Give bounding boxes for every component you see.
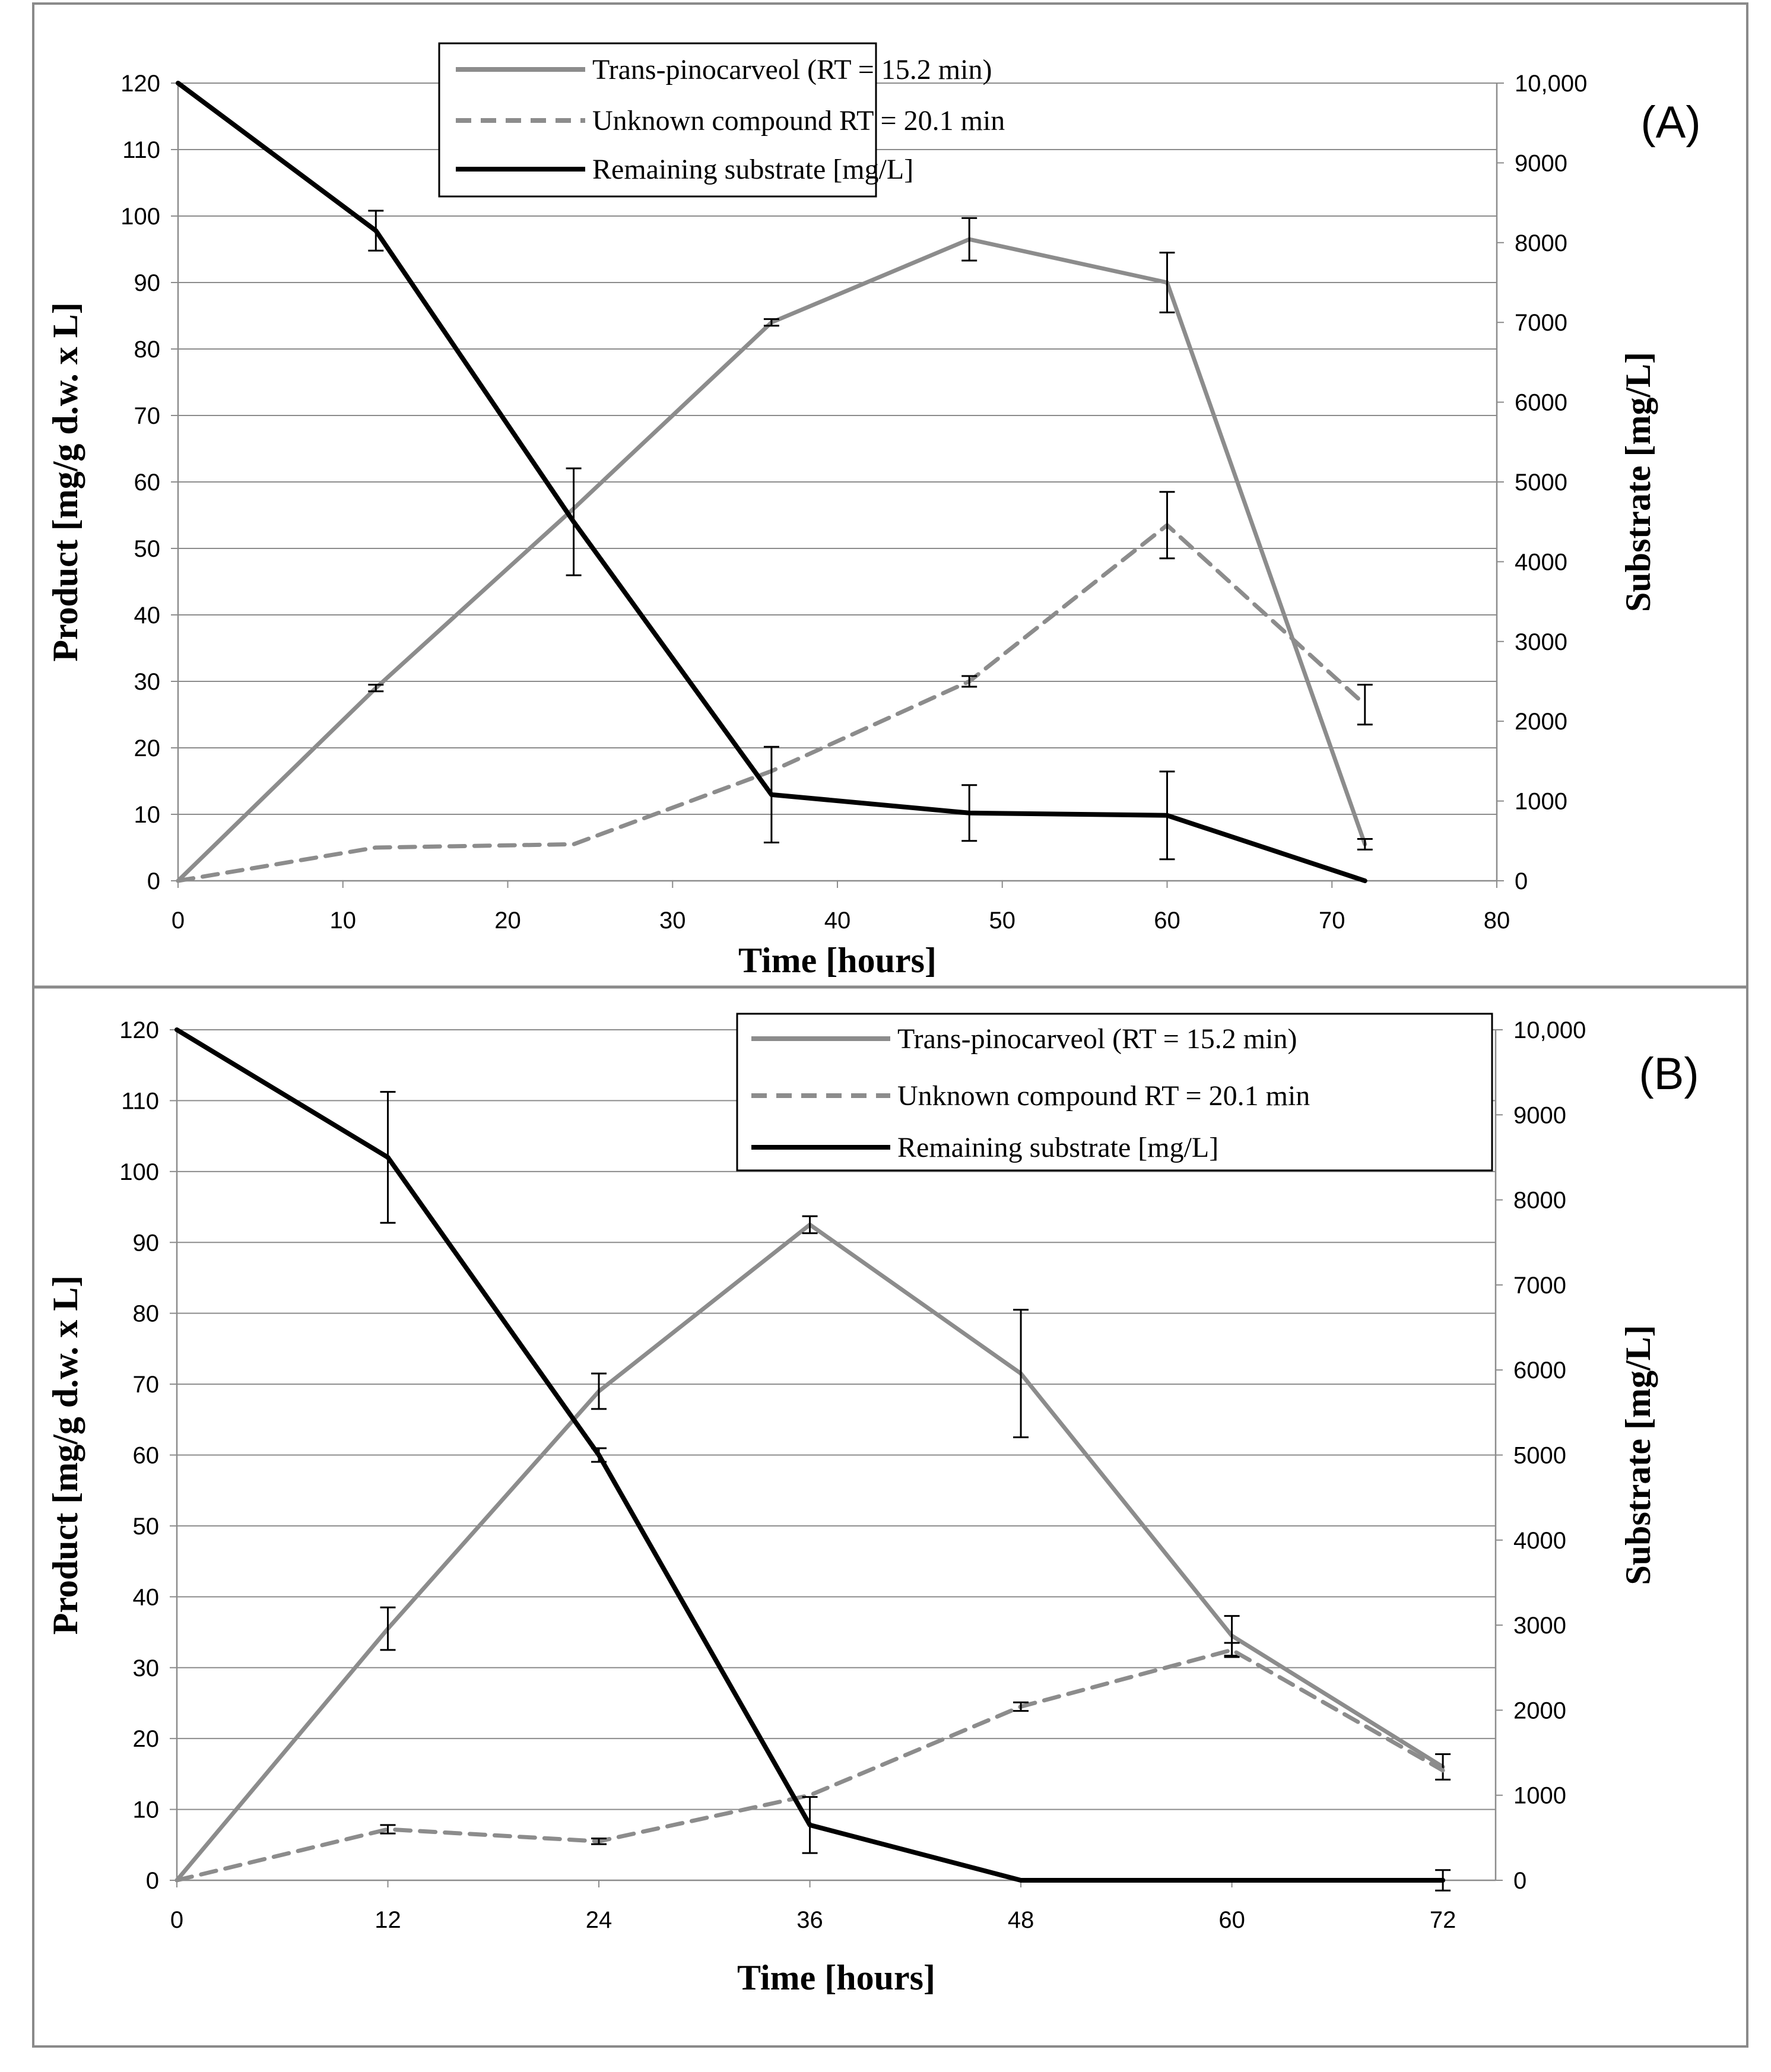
x-tick-label: 20 (494, 908, 521, 934)
y-tick-label: 50 (134, 536, 161, 562)
x-tick-label: 0 (172, 908, 185, 934)
x-tick-label: 70 (1319, 908, 1345, 934)
y-tick-label: 110 (122, 137, 160, 163)
y2-tick-label: 5000 (1515, 469, 1567, 496)
y-tick-label: 60 (134, 469, 161, 496)
y2-tick-label: 6000 (1513, 1357, 1566, 1384)
y-tick-label: 70 (134, 403, 161, 429)
x-axis-title: Time [hours] (738, 941, 937, 980)
y-tick-label: 70 (133, 1372, 160, 1398)
y-tick-label: 120 (119, 1017, 159, 1043)
y2-tick-label: 10,000 (1513, 1017, 1586, 1043)
y2-tick-label: 1000 (1515, 789, 1567, 815)
x-tick-label: 48 (1008, 1907, 1034, 1933)
x-tick-label: 36 (796, 1907, 823, 1933)
y-tick-label: 90 (133, 1230, 160, 1256)
y-tick-label: 90 (134, 270, 161, 296)
y2-tick-label: 8000 (1513, 1188, 1566, 1214)
y2-tick-label: 0 (1515, 868, 1528, 894)
y2-axis-title: Substrate [mg/L] (1618, 352, 1658, 612)
x-tick-label: 80 (1484, 908, 1510, 934)
legend-label: Remaining substrate [mg/L] (897, 1132, 1218, 1163)
y-tick-label: 80 (133, 1301, 160, 1327)
y-tick-label: 80 (134, 337, 161, 363)
y-tick-label: 60 (133, 1443, 160, 1469)
legend-label: Trans-pinocarveol (RT = 15.2 min) (897, 1023, 1297, 1055)
y2-tick-label: 9000 (1513, 1102, 1566, 1128)
y-tick-label: 40 (133, 1584, 160, 1610)
panel-label: (A) (1640, 97, 1700, 148)
y-tick-label: 20 (134, 735, 161, 761)
panel-label: (B) (1639, 1049, 1699, 1099)
y-tick-label: 100 (119, 1159, 159, 1185)
y2-tick-label: 6000 (1515, 390, 1567, 416)
y-axis-title: Product [mg/g d.w. x L] (46, 1275, 85, 1635)
y-tick-label: 20 (133, 1726, 160, 1752)
y-tick-label: 0 (147, 868, 160, 894)
legend-label: Unknown compound RT = 20.1 min (592, 105, 1005, 137)
y2-tick-label: 3000 (1515, 629, 1567, 655)
y2-tick-label: 7000 (1513, 1273, 1566, 1299)
y-axis-title: Product [mg/g d.w. x L] (46, 302, 85, 662)
x-tick-label: 30 (659, 908, 686, 934)
x-tick-label: 10 (330, 908, 357, 934)
x-tick-label: 50 (989, 908, 1016, 934)
y2-tick-label: 7000 (1515, 310, 1567, 336)
x-axis-title: Time [hours] (737, 1958, 935, 1997)
legend-label: Trans-pinocarveol (RT = 15.2 min) (592, 54, 992, 85)
y2-tick-label: 4000 (1515, 549, 1567, 575)
x-tick-label: 40 (824, 908, 851, 934)
y2-tick-label: 10,000 (1515, 71, 1587, 97)
y-tick-label: 10 (134, 802, 161, 828)
x-tick-label: 72 (1430, 1907, 1456, 1933)
y2-tick-label: 0 (1513, 1868, 1526, 1894)
y-tick-label: 120 (120, 71, 160, 97)
legend-label: Unknown compound RT = 20.1 min (897, 1080, 1310, 1112)
y-tick-label: 10 (133, 1797, 160, 1823)
y2-tick-label: 8000 (1515, 230, 1567, 256)
y-tick-label: 30 (134, 669, 161, 695)
y-tick-label: 30 (133, 1655, 160, 1681)
x-tick-label: 60 (1154, 908, 1180, 934)
y2-tick-label: 4000 (1513, 1528, 1566, 1554)
y-tick-label: 50 (133, 1513, 160, 1540)
x-tick-label: 60 (1218, 1907, 1245, 1933)
y2-axis-title: Substrate [mg/L] (1618, 1325, 1658, 1585)
y2-tick-label: 5000 (1513, 1443, 1566, 1469)
y2-tick-label: 2000 (1515, 709, 1567, 735)
x-tick-label: 12 (374, 1907, 401, 1933)
y-tick-label: 100 (120, 204, 160, 230)
x-tick-label: 24 (586, 1907, 612, 1933)
panel-b-chart: 0102030405060708090100110120010002000300… (46, 1013, 1699, 1997)
y-tick-label: 0 (146, 1868, 159, 1894)
y-tick-label: 40 (134, 602, 161, 629)
y2-tick-label: 1000 (1513, 1783, 1566, 1809)
y2-tick-label: 2000 (1513, 1697, 1566, 1724)
y2-tick-label: 3000 (1513, 1613, 1566, 1639)
y2-tick-label: 9000 (1515, 150, 1567, 176)
x-tick-label: 0 (170, 1907, 183, 1933)
panel-a-chart: 0102030405060708090100110120010002000300… (46, 42, 1701, 980)
y-tick-label: 110 (121, 1088, 159, 1114)
legend-label: Remaining substrate [mg/L] (592, 154, 913, 185)
